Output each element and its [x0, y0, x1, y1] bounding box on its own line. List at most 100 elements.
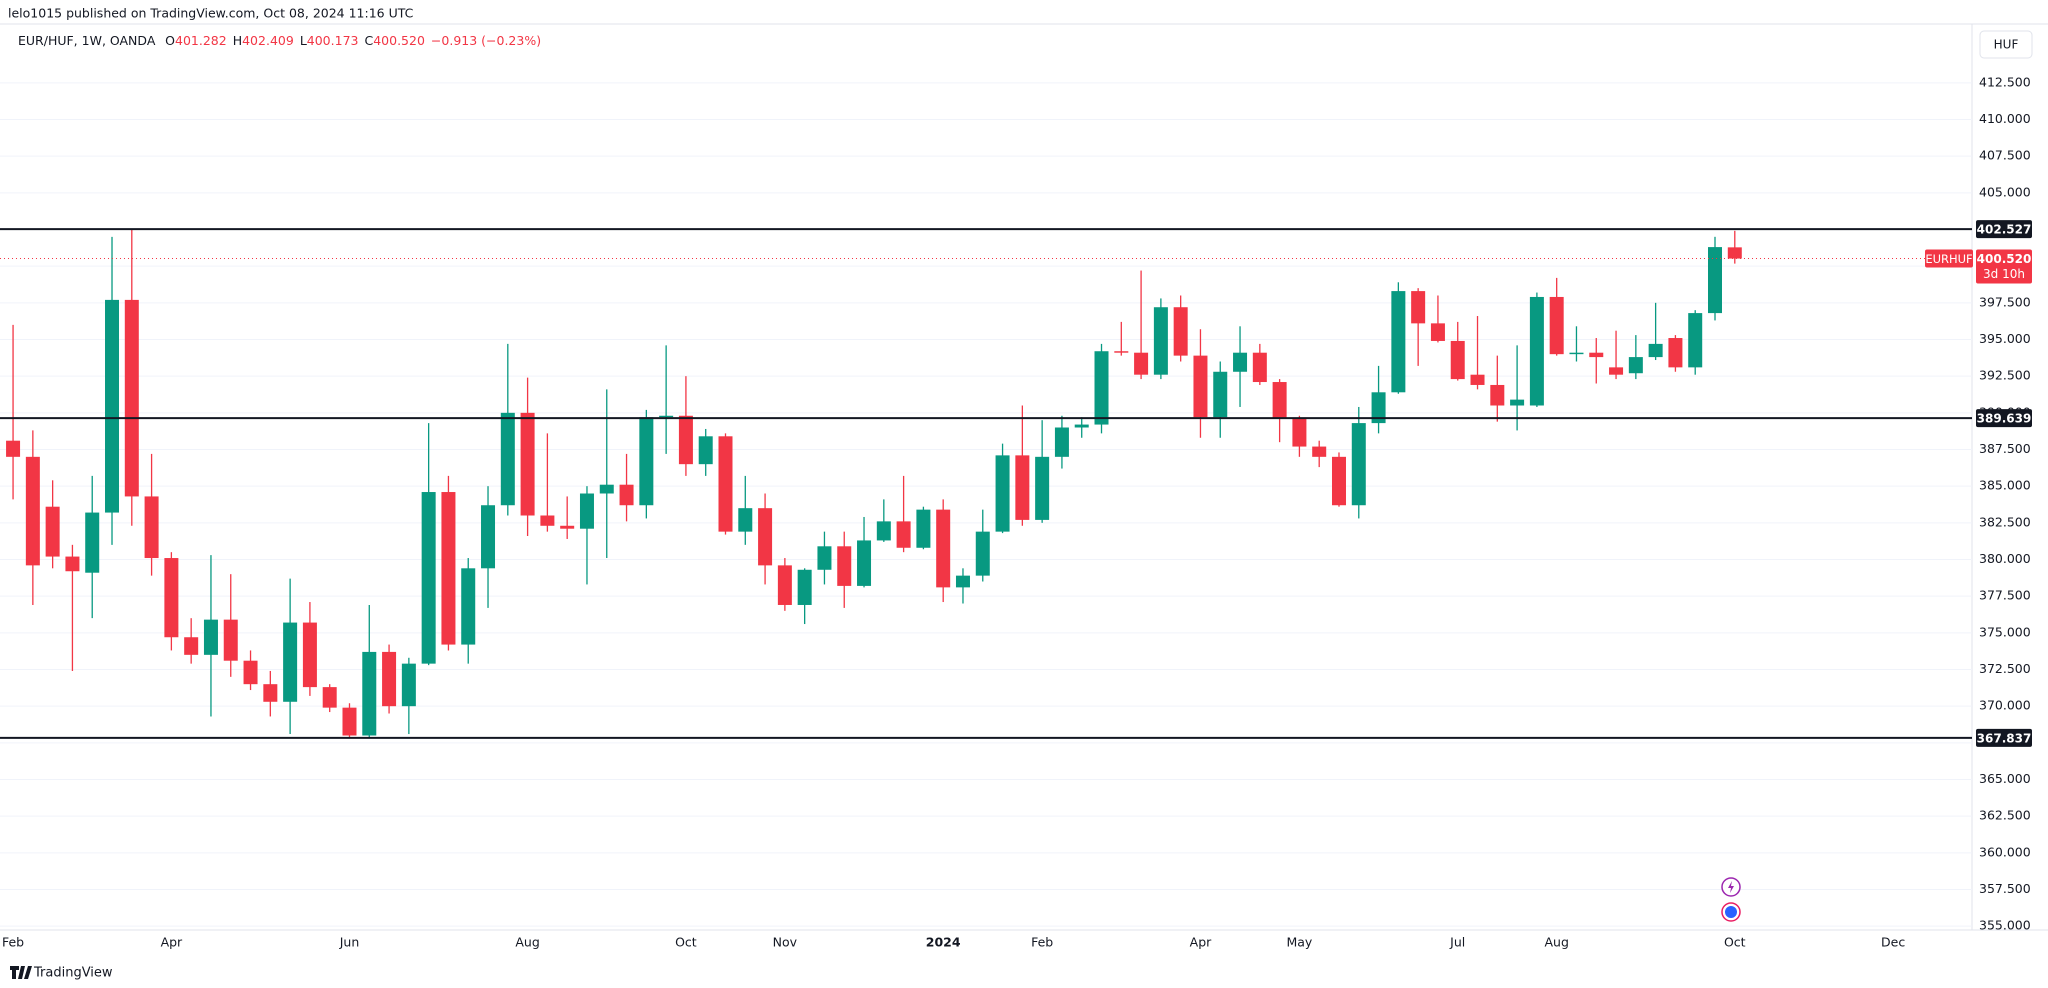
x-tick-label: Oct	[675, 935, 697, 950]
y-tick-label: 375.000	[1979, 624, 2031, 639]
brand-logo	[10, 966, 32, 979]
y-tick-label: 392.500	[1979, 368, 2031, 383]
level-label: 402.527	[1977, 223, 2032, 237]
x-tick-label: May	[1286, 935, 1312, 950]
candle-body	[777, 565, 792, 605]
candle-body	[223, 619, 238, 661]
x-tick-label: Feb	[1031, 935, 1053, 950]
candle-body	[1668, 338, 1683, 368]
level-label: 367.837	[1977, 731, 2032, 745]
legend-change: −0.913 (−0.23%)	[431, 33, 541, 48]
candle-body	[263, 684, 278, 702]
candle-body	[540, 515, 555, 526]
candle-body	[995, 455, 1010, 532]
candle-body	[243, 660, 258, 685]
x-tick-label: Dec	[1881, 935, 1905, 950]
candle-body	[481, 505, 496, 569]
candle-body	[1094, 351, 1109, 425]
x-tick-label: Aug	[515, 935, 539, 950]
time-axis: Feb Apr Jun Aug Oct Nov 2024 Feb Apr May Jul Aug Oct…	[2, 935, 1905, 950]
candle-body	[896, 521, 911, 548]
candle-body	[1292, 418, 1307, 447]
candle-body	[1153, 307, 1168, 375]
legend-key: O	[165, 33, 175, 48]
y-tick-label: 405.000	[1979, 184, 2031, 199]
y-tick-label: 372.500	[1979, 661, 2031, 676]
candle-body	[342, 707, 357, 736]
candle-body	[975, 531, 990, 576]
candle-body	[1430, 323, 1445, 341]
candle-body	[144, 496, 159, 559]
legend-value: 402.409	[242, 33, 294, 48]
y-tick-label: 407.500	[1979, 148, 2031, 163]
candle-body	[659, 415, 674, 418]
brand-name: TradingView	[33, 966, 113, 981]
y-tick-label: 357.500	[1979, 881, 2031, 896]
y-tick-label: 377.500	[1979, 588, 2031, 603]
candle-body	[797, 569, 812, 605]
candle-body	[441, 492, 456, 645]
y-tick-label: 410.000	[1979, 111, 2031, 126]
currency-button-label[interactable]: HUF	[1994, 38, 2019, 52]
candle-body	[1312, 446, 1327, 457]
currency-button[interactable]	[1979, 30, 2033, 59]
candle-body	[1628, 357, 1643, 374]
x-tick-label: Nov	[773, 935, 798, 950]
x-tick-label: Jun	[339, 935, 360, 950]
candle-body	[520, 412, 535, 516]
candle-body	[1450, 340, 1465, 380]
candle-body	[639, 417, 654, 506]
x-tick-label: Apr	[1190, 935, 1212, 950]
plot-area	[0, 228, 1972, 739]
legend-value: 401.282	[175, 33, 227, 48]
candle-body	[421, 492, 436, 664]
countdown: 3d 10h	[1983, 267, 2025, 281]
y-tick-label: 397.500	[1979, 294, 2031, 309]
symbol-tag-box	[1925, 249, 1973, 268]
y-tick-label: 355.000	[1979, 918, 2031, 933]
legend-value: 400.520	[373, 33, 425, 48]
candle-body	[184, 637, 199, 655]
grid	[0, 82, 1972, 927]
last-price-label: 400.520	[1977, 252, 2032, 266]
candle-body	[1233, 352, 1248, 372]
candle-body	[560, 525, 575, 529]
legend: EUR/HUF, 1W, OANDA O401.282 H402.409 L400.1…	[18, 33, 541, 48]
candle-body	[1490, 384, 1505, 406]
candle-body	[500, 412, 515, 506]
candle-body	[738, 508, 753, 532]
candle-body	[1688, 313, 1703, 368]
candle-body	[25, 456, 40, 566]
legend-key: C	[364, 33, 373, 48]
candle-body	[876, 521, 891, 541]
candle-body	[203, 619, 218, 655]
candle-body	[1411, 291, 1426, 324]
candle-body	[837, 546, 852, 586]
candle-body	[362, 651, 377, 736]
y-tick-label: 380.000	[1979, 551, 2031, 566]
candle-body	[718, 436, 733, 532]
candle-body	[1035, 456, 1050, 520]
candle-body	[936, 509, 951, 588]
candle-body	[1708, 247, 1722, 314]
candle-body	[302, 622, 317, 688]
candle-body	[1727, 247, 1742, 259]
x-tick-label: Apr	[161, 935, 183, 950]
candle-body	[6, 440, 21, 457]
y-tick-label: 412.500	[1979, 74, 2031, 89]
candle-body	[1371, 392, 1386, 424]
candle-body	[1549, 296, 1564, 355]
candle-body	[1272, 382, 1287, 419]
y-tick-label: 385.000	[1979, 478, 2031, 493]
y-tick-label: 387.500	[1979, 441, 2031, 456]
candle-body	[817, 546, 832, 570]
legend-key: L	[300, 33, 307, 48]
candle-body	[105, 299, 120, 513]
candle-body	[1331, 456, 1346, 506]
candle-body	[599, 484, 614, 494]
candle-body	[579, 493, 594, 529]
candle-body	[619, 484, 634, 506]
level-label-box	[1976, 728, 2032, 747]
candle-body	[461, 568, 476, 645]
